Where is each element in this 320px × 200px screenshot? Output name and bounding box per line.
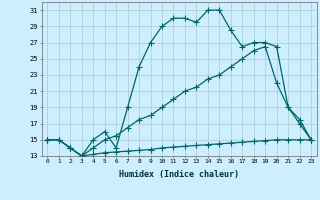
X-axis label: Humidex (Indice chaleur): Humidex (Indice chaleur) xyxy=(119,170,239,179)
